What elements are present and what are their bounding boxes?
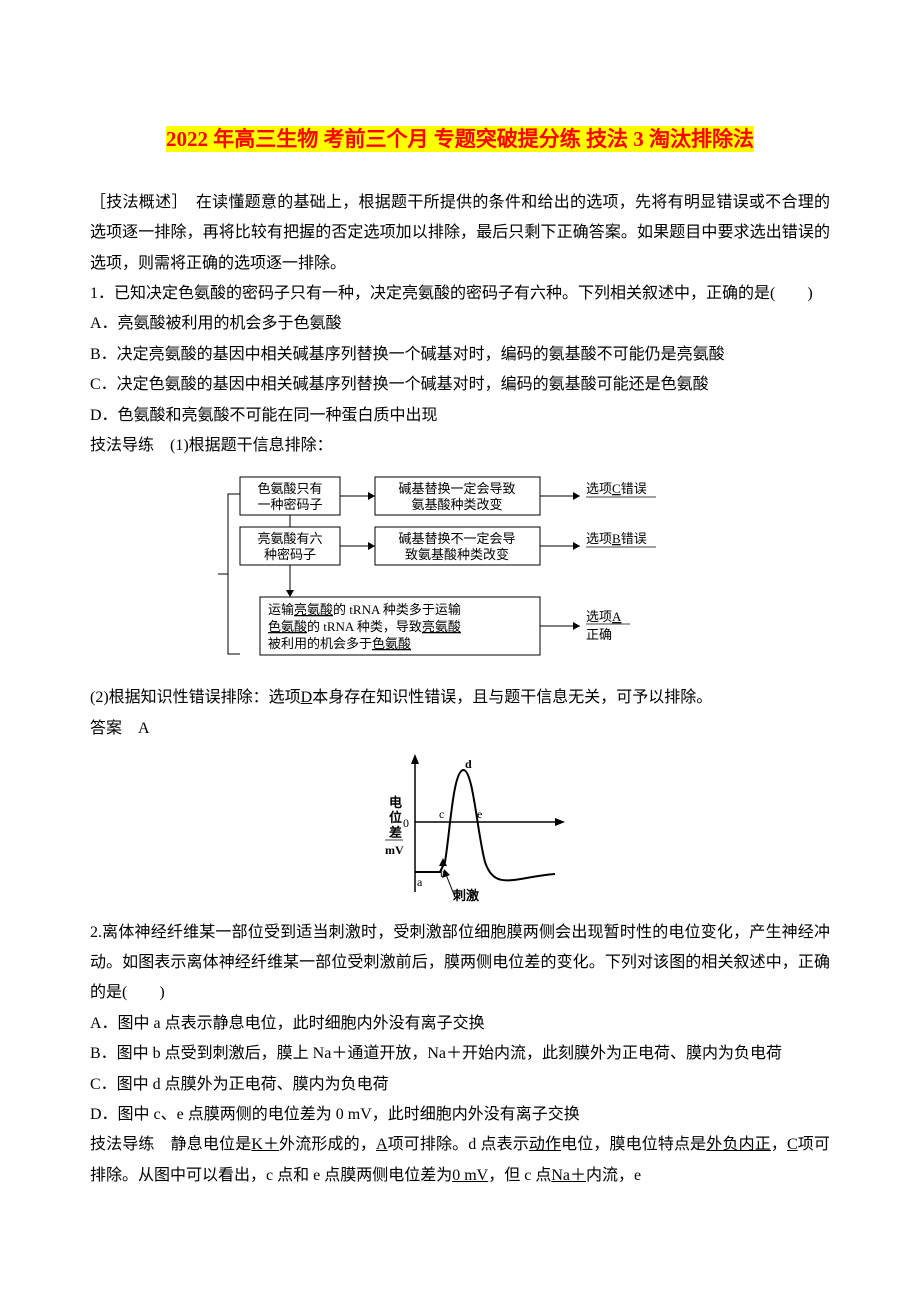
flow-box2b: 种密码子: [264, 547, 316, 562]
page-title: 2022 年高三生物 考前三个月 专题突破提分练 技法 3 淘汰排除法: [90, 120, 830, 160]
q2-option-a: A．图中 a 点表示静息电位，此时细胞内外没有离子交换: [90, 1009, 830, 1039]
svg-text:色氨酸的 tRNA 种类，导致亮氨酸: 色氨酸的 tRNA 种类，导致亮氨酸: [268, 619, 461, 634]
svg-text:选项B错误: 选项B错误: [586, 531, 647, 546]
flow-resC-u: C: [612, 481, 621, 496]
q2-option-d: D．图中 c、e 点膜两侧的电位差为 0 mV，此时细胞内外没有离子交换: [90, 1100, 830, 1130]
q1-stem: 1．已知决定色氨酸的密码子只有一种，决定亮氨酸的密码子有六种。下列相关叙述中，正…: [90, 279, 830, 309]
svg-text:位: 位: [389, 810, 402, 825]
flow-box3b: 氨基酸种类改变: [411, 497, 502, 512]
svg-text:电: 电: [389, 795, 402, 810]
q1-option-c: C．决定色氨酸的基因中相关碱基序列替换一个碱基对时，编码的氨基酸可能还是色氨酸: [90, 370, 830, 400]
flow-resB-u: B: [612, 531, 621, 546]
flow-resC2: 错误: [621, 481, 647, 496]
q2-guide: 技法导练 静息电位是K＋外流形成的，A项可排除。d 点表示动作电位，膜电位特点是…: [90, 1130, 830, 1191]
q1-guide-2: (2)根据知识性错误排除：选项D本身存在知识性错误，且与题干信息无关，可予以排除…: [90, 683, 830, 713]
q2-option-b: B．图中 b 点受到刺激后，膜上 Na＋通道开放，Na＋开始内流，此刻膜外为正电…: [90, 1039, 830, 1069]
svg-text:正确: 正确: [586, 627, 612, 642]
svg-text:0: 0: [403, 816, 409, 830]
flow-box2a: 亮氨酸有六: [257, 531, 322, 546]
q1-flowchart: 色氨酸只有 一种密码子 碱基替换一定会导致 氨基酸种类改变 选项C错误 亮氨酸有…: [90, 469, 830, 679]
svg-text:a: a: [417, 875, 423, 889]
flow-resB1: 选项: [586, 531, 612, 546]
svg-text:d: d: [465, 757, 472, 771]
svg-text:被利用的机会多于色氨酸: 被利用的机会多于色氨酸: [268, 636, 411, 651]
q1-guide-heading: 技法导练 (1)根据题干信息排除：: [90, 431, 830, 461]
svg-text:选项A: 选项A: [586, 609, 622, 624]
q1-option-b: B．决定亮氨酸的基因中相关碱基序列替换一个碱基对时，编码的氨基酸不可能仍是亮氨酸: [90, 340, 830, 370]
svg-text:c: c: [439, 807, 444, 821]
flow-box3a: 碱基替换一定会导致: [398, 481, 515, 496]
q2-option-c: C．图中 d 点膜外为正电荷、膜内为负电荷: [90, 1070, 830, 1100]
q2-chart: 电 位 差 0 mV a b c d e 刺激: [90, 752, 830, 913]
q1-option-a: A．亮氨酸被利用的机会多于色氨酸: [90, 309, 830, 339]
svg-text:e: e: [477, 807, 482, 821]
flowchart-svg: 色氨酸只有 一种密码子 碱基替换一定会导致 氨基酸种类改变 选项C错误 亮氨酸有…: [200, 469, 720, 679]
title-text: 2022 年高三生物 考前三个月 专题突破提分练 技法 3 淘汰排除法: [166, 126, 754, 152]
potential-chart-svg: 电 位 差 0 mV a b c d e 刺激: [345, 752, 575, 902]
flow-box4a: 碱基替换不一定会导: [398, 531, 515, 546]
page: 2022 年高三生物 考前三个月 专题突破提分练 技法 3 淘汰排除法 ［技法概…: [0, 0, 920, 1251]
svg-text:运输亮氨酸的 tRNA 种类多于运输: 运输亮氨酸的 tRNA 种类多于运输: [268, 602, 461, 617]
q2-stem: 2.离体神经纤维某一部位受到适当刺激时，受刺激部位细胞膜两侧会出现暂时性的电位变…: [90, 918, 830, 1009]
flow-resC1: 选项: [586, 481, 612, 496]
flow-box1b: 一种密码子: [257, 497, 322, 512]
flow-resB2: 错误: [621, 531, 647, 546]
q1-option-d: D．色氨酸和亮氨酸不可能在同一种蛋白质中出现: [90, 401, 830, 431]
flow-box1a: 色氨酸只有: [257, 481, 322, 496]
svg-text:差: 差: [389, 825, 402, 840]
svg-text:选项C错误: 选项C错误: [586, 481, 647, 496]
svg-text:mV: mV: [385, 843, 404, 857]
q1-answer: 答案 A: [90, 714, 830, 744]
svg-text:刺激: 刺激: [453, 888, 480, 902]
intro-paragraph: ［技法概述］ 在读懂题意的基础上，根据题干所提供的条件和给出的选项，先将有明显错…: [90, 188, 830, 279]
flow-box4b: 致氨基酸种类改变: [405, 547, 509, 562]
